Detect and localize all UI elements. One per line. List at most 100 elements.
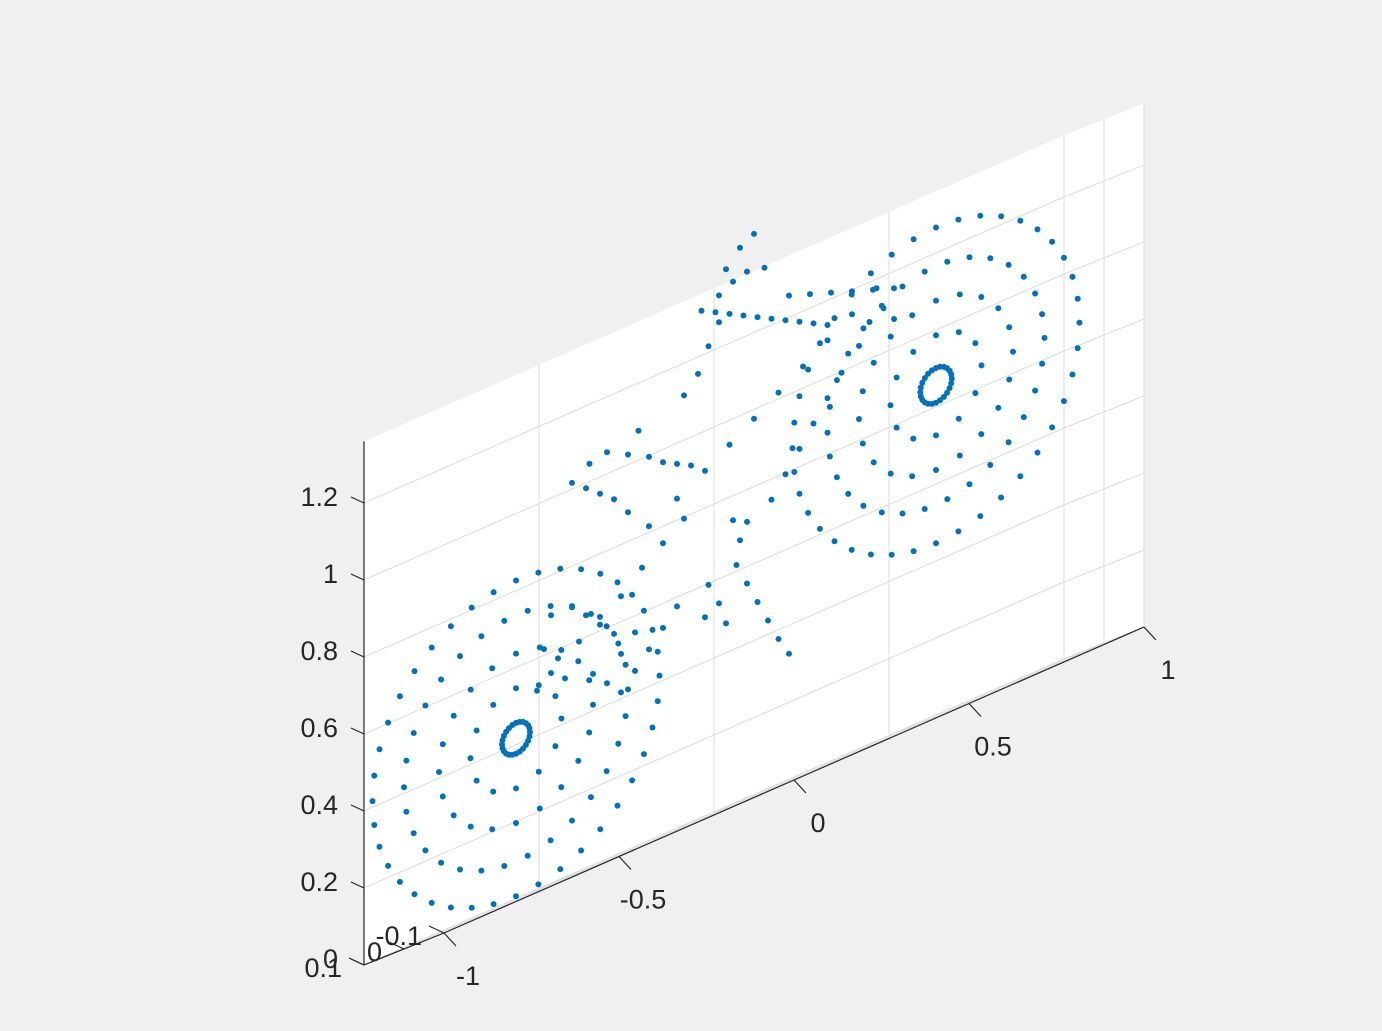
rear-wheel-point — [385, 719, 392, 726]
rear-wheel-point — [614, 802, 621, 809]
front-wheel-point — [791, 419, 798, 426]
front-wheel-point — [859, 388, 866, 395]
frame-points — [639, 564, 645, 571]
x-tick — [443, 932, 457, 947]
rear-wheel-point — [557, 866, 564, 873]
frame-points — [754, 599, 761, 605]
rear-wheel-point — [578, 566, 585, 573]
rear-wheel-point — [625, 686, 631, 693]
front-wheel-point — [925, 370, 932, 377]
rear-wheel-point — [513, 785, 519, 792]
rear-wheel-point — [597, 570, 604, 577]
frame-points — [702, 467, 708, 474]
z-tick — [350, 496, 365, 504]
z-tick — [350, 881, 365, 889]
front-wheel-point — [977, 212, 984, 219]
rear-wheel-point — [535, 682, 542, 689]
front-wheel-point — [977, 513, 984, 520]
rear-wheel-point — [450, 712, 457, 719]
rear-wheel-point — [558, 784, 565, 791]
front-wheel-point — [833, 474, 840, 481]
frame-points — [625, 451, 631, 458]
rear-wheel-point — [369, 798, 376, 805]
frame-points — [674, 460, 680, 467]
rear-wheel-point — [447, 623, 454, 630]
frame-points — [856, 342, 862, 349]
rear-wheel-point — [396, 878, 403, 885]
tick-labels: -1-0.500.51-0.100.100.20.40.60.811.2 — [300, 482, 1175, 991]
rear-wheel-point — [428, 899, 435, 906]
frame-points — [716, 600, 722, 607]
front-wheel-point — [1049, 238, 1056, 245]
frame-points — [688, 462, 694, 469]
x-tick — [968, 703, 982, 717]
rear-wheel-point — [401, 784, 407, 791]
rear-wheel-point — [552, 743, 559, 750]
front-wheel-point — [998, 213, 1005, 220]
frame-points — [555, 655, 561, 662]
rear-wheel-point — [536, 805, 543, 812]
z-tick-label: 0.4 — [300, 790, 338, 820]
z-tick-label: 0.8 — [300, 636, 338, 666]
frame-points — [611, 496, 617, 503]
frame-points — [723, 266, 729, 273]
grid-line — [363, 196, 1065, 504]
rear-wheel-point — [569, 817, 575, 824]
frame-points — [583, 612, 589, 619]
front-wheel-point — [1020, 273, 1027, 280]
grid-line — [363, 658, 1065, 966]
rear-wheel-point — [438, 859, 445, 866]
front-wheel-point — [972, 340, 979, 347]
front-wheel-point — [848, 546, 855, 553]
rear-wheel-point — [547, 603, 554, 609]
z-tick-label: 0 — [323, 944, 338, 974]
front-wheel-point — [1076, 319, 1083, 326]
rear-wheel-point — [513, 893, 519, 900]
rear-wheel-point — [614, 579, 621, 586]
rear-wheel-point — [513, 650, 519, 657]
front-wheel-point — [995, 305, 1002, 312]
y-tick-label: 0 — [367, 937, 382, 967]
rear-wheel-point — [439, 793, 446, 800]
front-wheel-point — [978, 362, 985, 369]
rear-wheel-point — [468, 604, 475, 611]
rear-wheel-point — [467, 686, 474, 693]
frame-points — [824, 337, 831, 344]
front-wheel-point — [910, 435, 917, 442]
frame-points — [786, 292, 792, 299]
rear-wheel-point — [587, 794, 594, 801]
z-tick — [350, 958, 365, 966]
grid-line — [363, 581, 1065, 889]
rear-wheel-point — [410, 830, 417, 837]
frame-points — [576, 638, 582, 645]
front-wheel-point — [1020, 414, 1027, 421]
z-tick-label: 0.2 — [300, 867, 338, 897]
front-wheel-point — [910, 548, 917, 555]
frame-points — [695, 370, 701, 377]
frame-points — [586, 460, 593, 467]
front-wheel-point — [1005, 439, 1012, 446]
front-wheel-point — [1006, 324, 1013, 331]
rear-wheel-point — [615, 740, 622, 747]
rear-wheel-point — [513, 577, 519, 584]
rear-wheel-point — [403, 808, 410, 815]
rear-wheel-point — [586, 677, 593, 684]
rear-wheel-point — [629, 591, 636, 598]
front-wheel-point — [955, 216, 962, 223]
frame-points — [726, 441, 733, 448]
front-wheel-point — [948, 380, 955, 387]
z-tick — [350, 804, 365, 812]
frame-points — [541, 646, 547, 653]
front-wheel-point — [893, 424, 900, 431]
front-wheel-point — [940, 393, 947, 400]
front-wheel-point — [887, 402, 894, 409]
frame-points — [705, 343, 712, 350]
frame-points — [618, 689, 624, 696]
rear-wheel-point — [473, 727, 480, 734]
rear-wheel-point — [575, 658, 582, 665]
x-tick-label: 1 — [1160, 655, 1175, 685]
x-tick-label: -0.5 — [620, 885, 667, 915]
grid-line — [363, 427, 1065, 735]
